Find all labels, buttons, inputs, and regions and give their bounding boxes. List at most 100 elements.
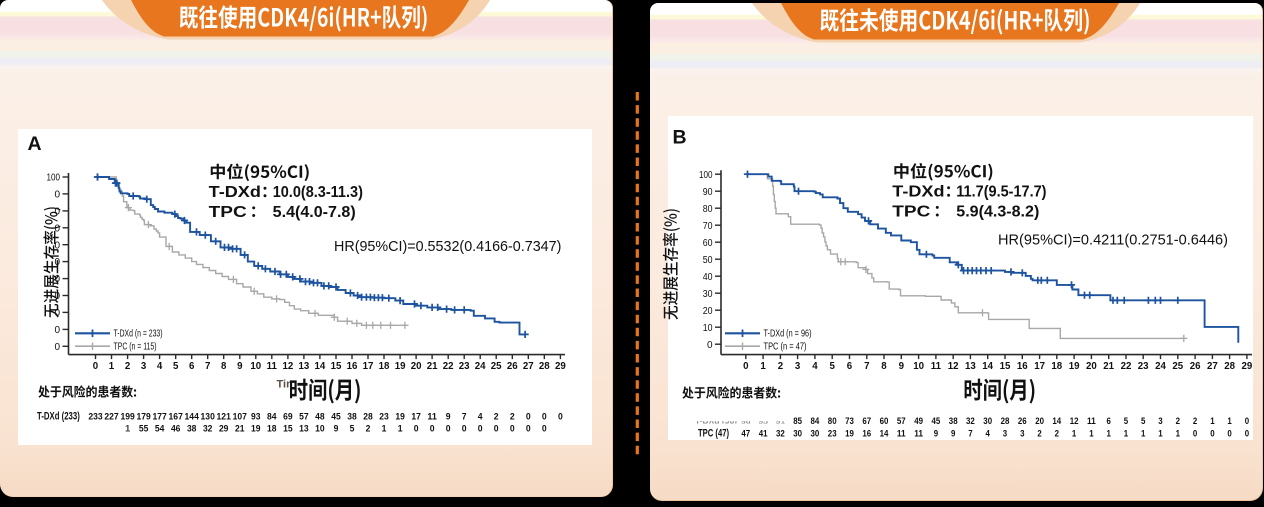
svg-text:TPC (47): TPC (47) xyxy=(698,427,729,439)
svg-text:7: 7 xyxy=(205,361,210,372)
svg-text:TPC: TPC xyxy=(209,204,248,221)
svg-text:130: 130 xyxy=(201,412,215,423)
svg-text:1: 1 xyxy=(109,361,115,372)
svg-text:13: 13 xyxy=(299,423,309,434)
svg-text:11: 11 xyxy=(427,412,437,423)
svg-text:47: 47 xyxy=(741,428,750,439)
svg-text:19: 19 xyxy=(251,423,261,434)
svg-text:91: 91 xyxy=(776,416,786,426)
svg-text:11: 11 xyxy=(267,361,278,372)
svg-text:85: 85 xyxy=(793,416,802,427)
svg-text:2: 2 xyxy=(1055,428,1059,439)
svg-text:0: 0 xyxy=(1227,428,1231,439)
svg-text:0: 0 xyxy=(462,423,467,434)
svg-text:T-DXd: T-DXd xyxy=(892,184,944,201)
svg-text:8: 8 xyxy=(881,361,887,372)
svg-text:26: 26 xyxy=(1190,361,1201,372)
svg-text:30: 30 xyxy=(703,289,713,300)
svg-text:199: 199 xyxy=(120,412,134,423)
svg-text:9: 9 xyxy=(334,423,339,434)
svg-text:2: 2 xyxy=(366,423,371,434)
svg-text:93: 93 xyxy=(251,412,261,423)
svg-text:60: 60 xyxy=(703,238,713,249)
svg-text:96: 96 xyxy=(741,416,751,426)
svg-text:144: 144 xyxy=(185,412,200,423)
svg-text:0: 0 xyxy=(54,207,60,218)
svg-text:32: 32 xyxy=(776,428,785,439)
svg-text:9: 9 xyxy=(899,361,905,372)
svg-text:7: 7 xyxy=(462,412,467,423)
svg-text:60: 60 xyxy=(880,416,889,427)
svg-text:0: 0 xyxy=(510,423,515,434)
svg-text:A: A xyxy=(28,133,42,155)
svg-text:18: 18 xyxy=(1051,361,1062,372)
svg-text:7: 7 xyxy=(864,361,869,372)
svg-text:50: 50 xyxy=(703,255,713,266)
svg-text:12: 12 xyxy=(1070,416,1079,427)
svg-text:Tir: Tir xyxy=(277,379,292,391)
svg-text:0: 0 xyxy=(707,340,713,351)
svg-text:24: 24 xyxy=(475,361,486,372)
svg-text:16: 16 xyxy=(862,428,871,439)
svg-text:107: 107 xyxy=(233,412,247,423)
svg-text:19: 19 xyxy=(845,428,854,439)
svg-text:17: 17 xyxy=(363,361,374,372)
svg-text:T-DXd (n = 233): T-DXd (n = 233) xyxy=(114,329,163,340)
svg-text:14: 14 xyxy=(1052,416,1061,427)
svg-text:5.4(4.0-7.8): 5.4(4.0-7.8) xyxy=(273,204,356,221)
svg-text:20: 20 xyxy=(1035,416,1044,427)
svg-text:27: 27 xyxy=(523,361,534,372)
svg-text:19: 19 xyxy=(395,412,405,423)
svg-text:6: 6 xyxy=(189,361,195,372)
svg-text:2: 2 xyxy=(494,412,499,423)
svg-text:100: 100 xyxy=(699,170,713,181)
svg-text:32: 32 xyxy=(966,416,975,427)
svg-text:T-DXd (96): T-DXd (96) xyxy=(695,415,737,427)
svg-text:12: 12 xyxy=(283,361,294,372)
svg-text:3: 3 xyxy=(1158,416,1162,427)
svg-text:2: 2 xyxy=(125,361,130,372)
svg-text:0: 0 xyxy=(93,361,98,372)
svg-text:0: 0 xyxy=(1245,416,1249,427)
svg-text:13: 13 xyxy=(965,361,976,372)
svg-text:4: 4 xyxy=(157,361,163,372)
svg-text:73: 73 xyxy=(845,416,854,427)
svg-text:21: 21 xyxy=(235,423,245,434)
svg-text:0: 0 xyxy=(54,308,60,319)
svg-text:7: 7 xyxy=(968,428,972,439)
svg-text:29: 29 xyxy=(555,361,566,372)
svg-text:19: 19 xyxy=(1069,361,1080,372)
svg-text:0: 0 xyxy=(494,423,499,434)
svg-text:5: 5 xyxy=(1141,416,1146,427)
svg-text:17: 17 xyxy=(1034,361,1045,372)
svg-text:3: 3 xyxy=(1003,428,1007,439)
svg-text:30: 30 xyxy=(983,416,992,427)
svg-text:84: 84 xyxy=(267,412,277,423)
svg-text:177: 177 xyxy=(152,412,166,423)
svg-text:24: 24 xyxy=(1155,361,1166,372)
svg-text:23: 23 xyxy=(828,428,837,439)
svg-text:1: 1 xyxy=(1158,428,1163,439)
svg-text:HR(95%CI)=0.5532(0.4166-0.7347: HR(95%CI)=0.5532(0.4166-0.7347) xyxy=(334,239,561,255)
svg-text:67: 67 xyxy=(862,416,871,427)
svg-text:20: 20 xyxy=(703,306,713,317)
svg-text:15: 15 xyxy=(1000,361,1011,372)
svg-text:48: 48 xyxy=(315,412,325,423)
svg-text:0: 0 xyxy=(478,423,483,434)
svg-text:55: 55 xyxy=(139,423,149,434)
svg-text:10: 10 xyxy=(315,423,325,434)
svg-text:23: 23 xyxy=(459,361,470,372)
svg-text:5.9(4.3-8.2): 5.9(4.3-8.2) xyxy=(956,203,1039,220)
svg-text:T-DXd (233): T-DXd (233) xyxy=(37,411,80,423)
svg-text:0: 0 xyxy=(414,423,419,434)
svg-text:45: 45 xyxy=(932,416,941,427)
svg-text:1: 1 xyxy=(1072,428,1077,439)
svg-text:6: 6 xyxy=(847,361,853,372)
svg-text:0: 0 xyxy=(526,412,531,423)
svg-text:0: 0 xyxy=(54,342,60,353)
svg-text:3: 3 xyxy=(795,361,801,372)
svg-text:10: 10 xyxy=(250,361,261,372)
svg-text:57: 57 xyxy=(299,412,309,423)
svg-text:2: 2 xyxy=(1037,428,1041,439)
svg-text:0: 0 xyxy=(54,223,60,234)
